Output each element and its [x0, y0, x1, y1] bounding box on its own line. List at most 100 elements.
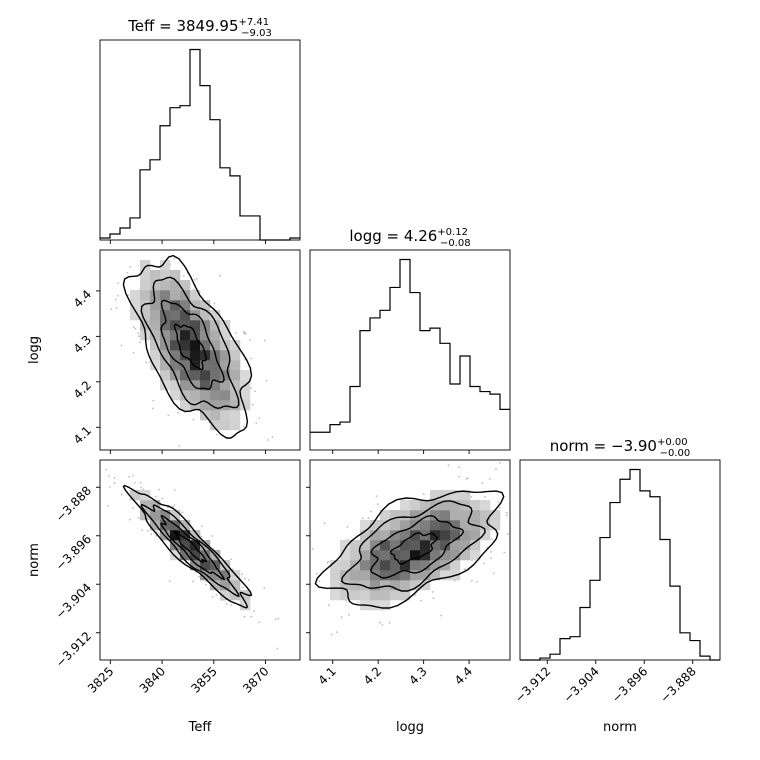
density-cell-Teff-norm — [190, 540, 201, 551]
density-cell-Teff-logg — [170, 380, 181, 391]
panel-frame-Teff-logg — [99, 249, 301, 451]
scatter-point-logg-norm — [458, 466, 460, 469]
density-cell-logg-norm — [470, 510, 481, 521]
density-cell-logg-norm — [440, 500, 451, 511]
density-cell-Teff-logg — [150, 270, 161, 281]
scatter-point-Teff-logg — [151, 407, 154, 410]
density-cell-logg-norm — [450, 520, 461, 531]
density-cell-Teff-logg — [170, 310, 181, 321]
density-cell-logg-norm — [450, 490, 461, 501]
density-cell-logg-norm — [480, 500, 491, 511]
density-cell-Teff-logg — [160, 380, 171, 391]
scatter-point-logg-norm — [476, 580, 478, 583]
scatter-point-Teff-logg — [117, 282, 120, 284]
density-cell-Teff-logg — [210, 360, 221, 371]
density-cell-Teff-norm — [240, 600, 251, 611]
density-cell-Teff-logg — [210, 390, 221, 401]
scatter-point-Teff-norm — [192, 580, 194, 583]
density-cell-Teff-logg — [230, 390, 241, 401]
scatter-point-Teff-logg — [192, 418, 195, 421]
scatter-point-Teff-norm — [107, 504, 109, 507]
density-cell-Teff-logg — [190, 350, 201, 361]
scatter-point-logg-norm — [327, 604, 330, 607]
density-cell-logg-norm — [400, 520, 411, 531]
contour-Teff-norm-level-4 — [122, 484, 253, 609]
density-cell-Teff-norm — [170, 530, 181, 541]
x-axis-label-logg: logg — [396, 720, 424, 735]
scatter-point-logg-norm — [440, 614, 443, 617]
scatter-point-Teff-norm — [155, 534, 158, 537]
x-axis-label-norm: norm — [603, 720, 637, 735]
density-cell-logg-norm — [360, 530, 371, 541]
density-cell-Teff-logg — [160, 350, 171, 361]
density-cell-logg-norm — [420, 540, 431, 551]
scatter-point-Teff-logg — [145, 361, 148, 364]
contour-Teff-logg-level-2 — [160, 299, 225, 390]
density-cell-logg-norm — [490, 510, 501, 521]
density-cell-logg-norm — [420, 560, 431, 571]
scatter-point-Teff-logg — [152, 399, 155, 402]
density-cell-logg-norm — [390, 590, 401, 601]
density-cell-Teff-logg — [200, 380, 211, 391]
scatter-point-Teff-norm — [158, 488, 161, 491]
density-cell-Teff-logg — [130, 290, 141, 301]
density-cell-Teff-logg — [200, 370, 211, 381]
density-cell-Teff-logg — [170, 340, 181, 351]
scatter-point-Teff-norm — [211, 535, 214, 537]
density-cell-logg-norm — [450, 560, 461, 571]
scatter-point-Teff-norm — [132, 507, 134, 510]
density-cell-Teff-logg — [240, 400, 251, 411]
density-cell-Teff-logg — [230, 370, 241, 381]
density-cell-Teff-logg — [220, 380, 231, 391]
density-cell-logg-norm — [400, 530, 411, 541]
scatter-point-Teff-norm — [277, 617, 280, 620]
density-cell-logg-norm — [400, 500, 411, 511]
density-cell-Teff-logg — [150, 340, 161, 351]
density-cell-Teff-logg — [170, 290, 181, 301]
density-cell-logg-norm — [340, 550, 351, 561]
density-cell-Teff-norm — [240, 590, 251, 601]
density-cell-logg-norm — [380, 570, 391, 581]
scatter-point-Teff-logg — [178, 444, 181, 447]
density-cell-Teff-logg — [200, 360, 211, 371]
density-cell-Teff-logg — [200, 330, 211, 341]
density-cell-logg-norm — [430, 490, 441, 501]
density-cell-logg-norm — [340, 580, 351, 591]
scatter-point-Teff-norm — [128, 475, 131, 478]
x-tick-label-Teff: 3840 — [137, 664, 168, 695]
density-cell-logg-norm — [340, 590, 351, 601]
title-logg: logg = 4.26+0.12 −0.08 — [349, 227, 470, 249]
scatter-point-logg-norm — [470, 579, 473, 582]
density-cell-Teff-logg — [190, 340, 201, 351]
density-cell-Teff-logg — [150, 300, 161, 311]
scatter-point-Teff-norm — [241, 586, 244, 589]
density-cell-Teff-logg — [150, 360, 161, 371]
scatter-point-Teff-logg — [264, 339, 266, 342]
scatter-point-Teff-norm — [108, 475, 111, 478]
scatter-point-Teff-norm — [232, 568, 234, 571]
scatter-point-Teff-norm — [197, 575, 200, 578]
density-cell-logg-norm — [420, 570, 431, 581]
density-cell-logg-norm — [460, 490, 471, 501]
scatter-point-Teff-logg — [271, 436, 274, 438]
scatter-point-Teff-logg — [251, 403, 254, 406]
density-cell-logg-norm — [420, 550, 431, 561]
density-cell-logg-norm — [380, 600, 391, 611]
density-cell-logg-norm — [370, 570, 381, 581]
scatter-point-logg-norm — [458, 475, 461, 478]
density-cell-logg-norm — [430, 520, 441, 531]
density-cell-Teff-norm — [200, 550, 211, 561]
scatter-point-Teff-logg — [138, 335, 141, 338]
density-cell-logg-norm — [400, 550, 411, 561]
density-cell-Teff-logg — [190, 320, 201, 331]
density-cell-Teff-logg — [170, 280, 181, 291]
density-cell-Teff-norm — [190, 560, 201, 571]
x-tick-label-norm: −3.912 — [512, 664, 553, 705]
scatter-point-Teff-norm — [129, 518, 131, 521]
scatter-point-Teff-norm — [244, 577, 247, 580]
density-cell-logg-norm — [420, 520, 431, 531]
density-cell-Teff-norm — [170, 540, 181, 551]
density-cell-Teff-logg — [200, 320, 211, 331]
y-axis-label-logg: logg — [27, 336, 42, 364]
scatter-point-Teff-norm — [139, 481, 142, 484]
